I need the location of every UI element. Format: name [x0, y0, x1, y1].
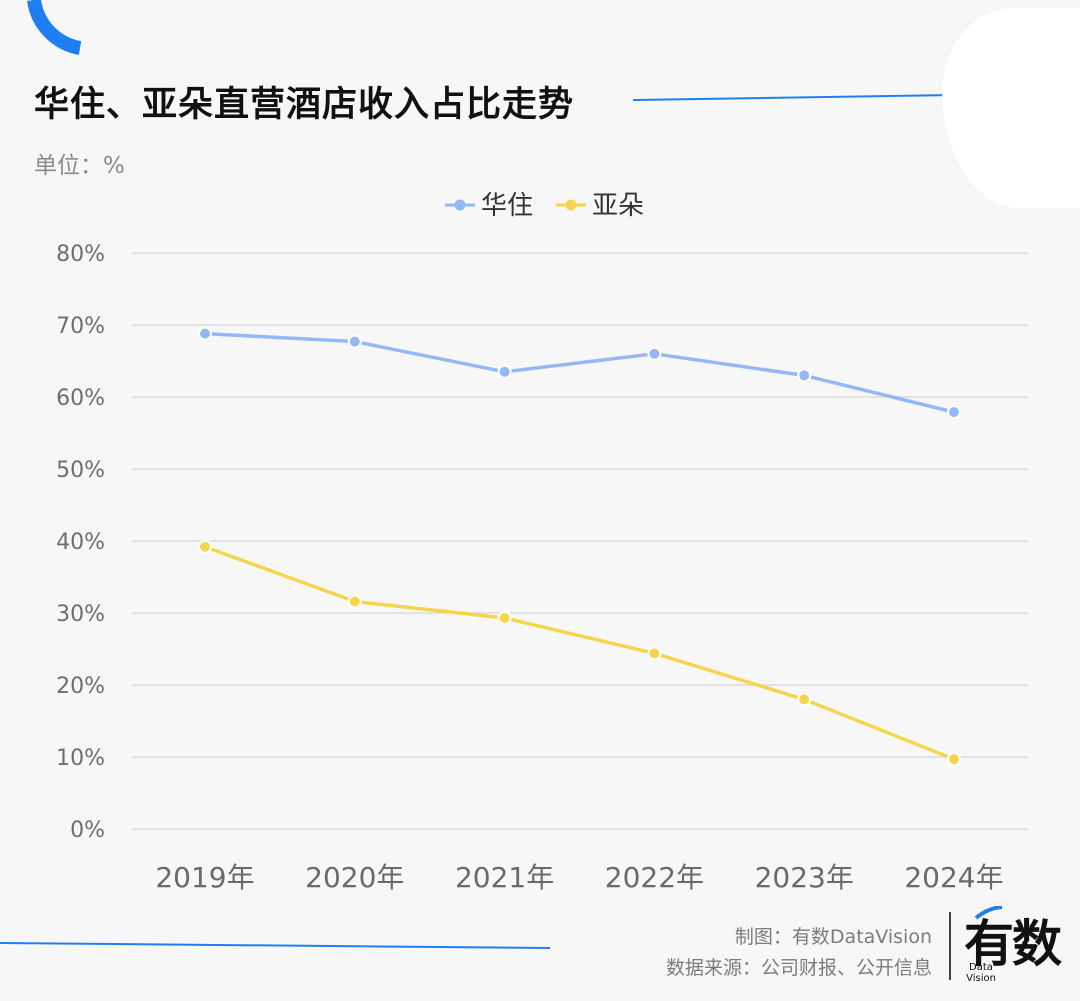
x-tick-label: 2023年 [755, 861, 854, 894]
x-tick-label: 2022年 [605, 861, 704, 894]
credits: 制图：有数DataVision 数据来源：公司财报、公开信息 [666, 922, 932, 984]
data-point[interactable] [647, 646, 662, 661]
series-line [204, 545, 955, 761]
line-chart: 0% 10% 20% 30% 40% 50% 60% 70% 80% 2019年 2020年 202… [56, 191, 1028, 894]
series-0 [198, 326, 961, 420]
data-point[interactable] [497, 611, 512, 626]
y-axis-ticks: 0% 10% 20% 30% 40% 50% 60% 70% 80% [56, 242, 105, 843]
grid-lines [132, 252, 1028, 830]
logo-swoosh-icon [974, 906, 1003, 920]
data-point[interactable] [947, 405, 961, 420]
data-point[interactable] [797, 368, 812, 383]
legend-label: 华住 [481, 191, 533, 221]
x-tick-label: 2024年 [904, 861, 1003, 894]
credit-line: 制图：有数DataVision [734, 926, 932, 948]
x-tick-label: 2021年 [455, 861, 554, 894]
legend-swatch-dot [565, 199, 577, 211]
y-tick-label: 80% [56, 242, 105, 267]
brand-logo: 有数 Data Vision [962, 904, 1062, 988]
data-point[interactable] [647, 346, 662, 361]
data-point[interactable] [347, 334, 362, 349]
data-point[interactable] [797, 692, 812, 707]
legend-swatch-dot [454, 199, 466, 211]
logo-sub-line1: Data [969, 962, 993, 973]
data-point[interactable] [947, 752, 961, 767]
x-tick-label: 2019年 [155, 861, 254, 894]
data-point[interactable] [497, 364, 512, 379]
data-point[interactable] [347, 594, 362, 609]
legend[interactable]: 华住 亚朵 [445, 191, 644, 221]
x-tick-label: 2020年 [305, 861, 404, 894]
y-tick-label: 10% [56, 746, 105, 771]
y-tick-label: 70% [56, 314, 105, 339]
y-tick-label: 0% [70, 818, 105, 843]
corner-blob-decoration [942, 8, 1080, 208]
y-tick-label: 30% [56, 602, 105, 627]
bottom-rule-decoration [0, 942, 551, 949]
legend-label: 亚朵 [592, 191, 644, 221]
data-point[interactable] [198, 326, 212, 341]
logo-subtitle: Data Vision [964, 962, 998, 984]
logo-divider [949, 912, 951, 980]
series-1 [198, 539, 961, 767]
y-tick-label: 60% [56, 386, 105, 411]
logo-sub-line2: Vision [966, 973, 996, 984]
unit-label: 单位：% [34, 153, 125, 179]
page-title: 华住、亚朵直营酒店收入占比走势 [34, 85, 575, 125]
x-axis-ticks: 2019年 2020年 2021年 2022年 2023年 2024年 [155, 861, 1003, 894]
logo-mark: 有数 [964, 915, 1062, 973]
y-tick-label: 50% [56, 458, 105, 483]
y-tick-label: 20% [56, 674, 105, 699]
legend-item-0[interactable]: 华住 [445, 191, 533, 221]
data-point[interactable] [198, 539, 212, 554]
source-line: 数据来源：公司财报、公开信息 [665, 957, 932, 979]
series-line [204, 331, 955, 414]
series [198, 326, 961, 767]
legend-item-1[interactable]: 亚朵 [556, 191, 644, 221]
y-tick-label: 40% [56, 530, 105, 555]
title-underline [632, 94, 956, 101]
corner-arc-decoration [27, 0, 82, 55]
